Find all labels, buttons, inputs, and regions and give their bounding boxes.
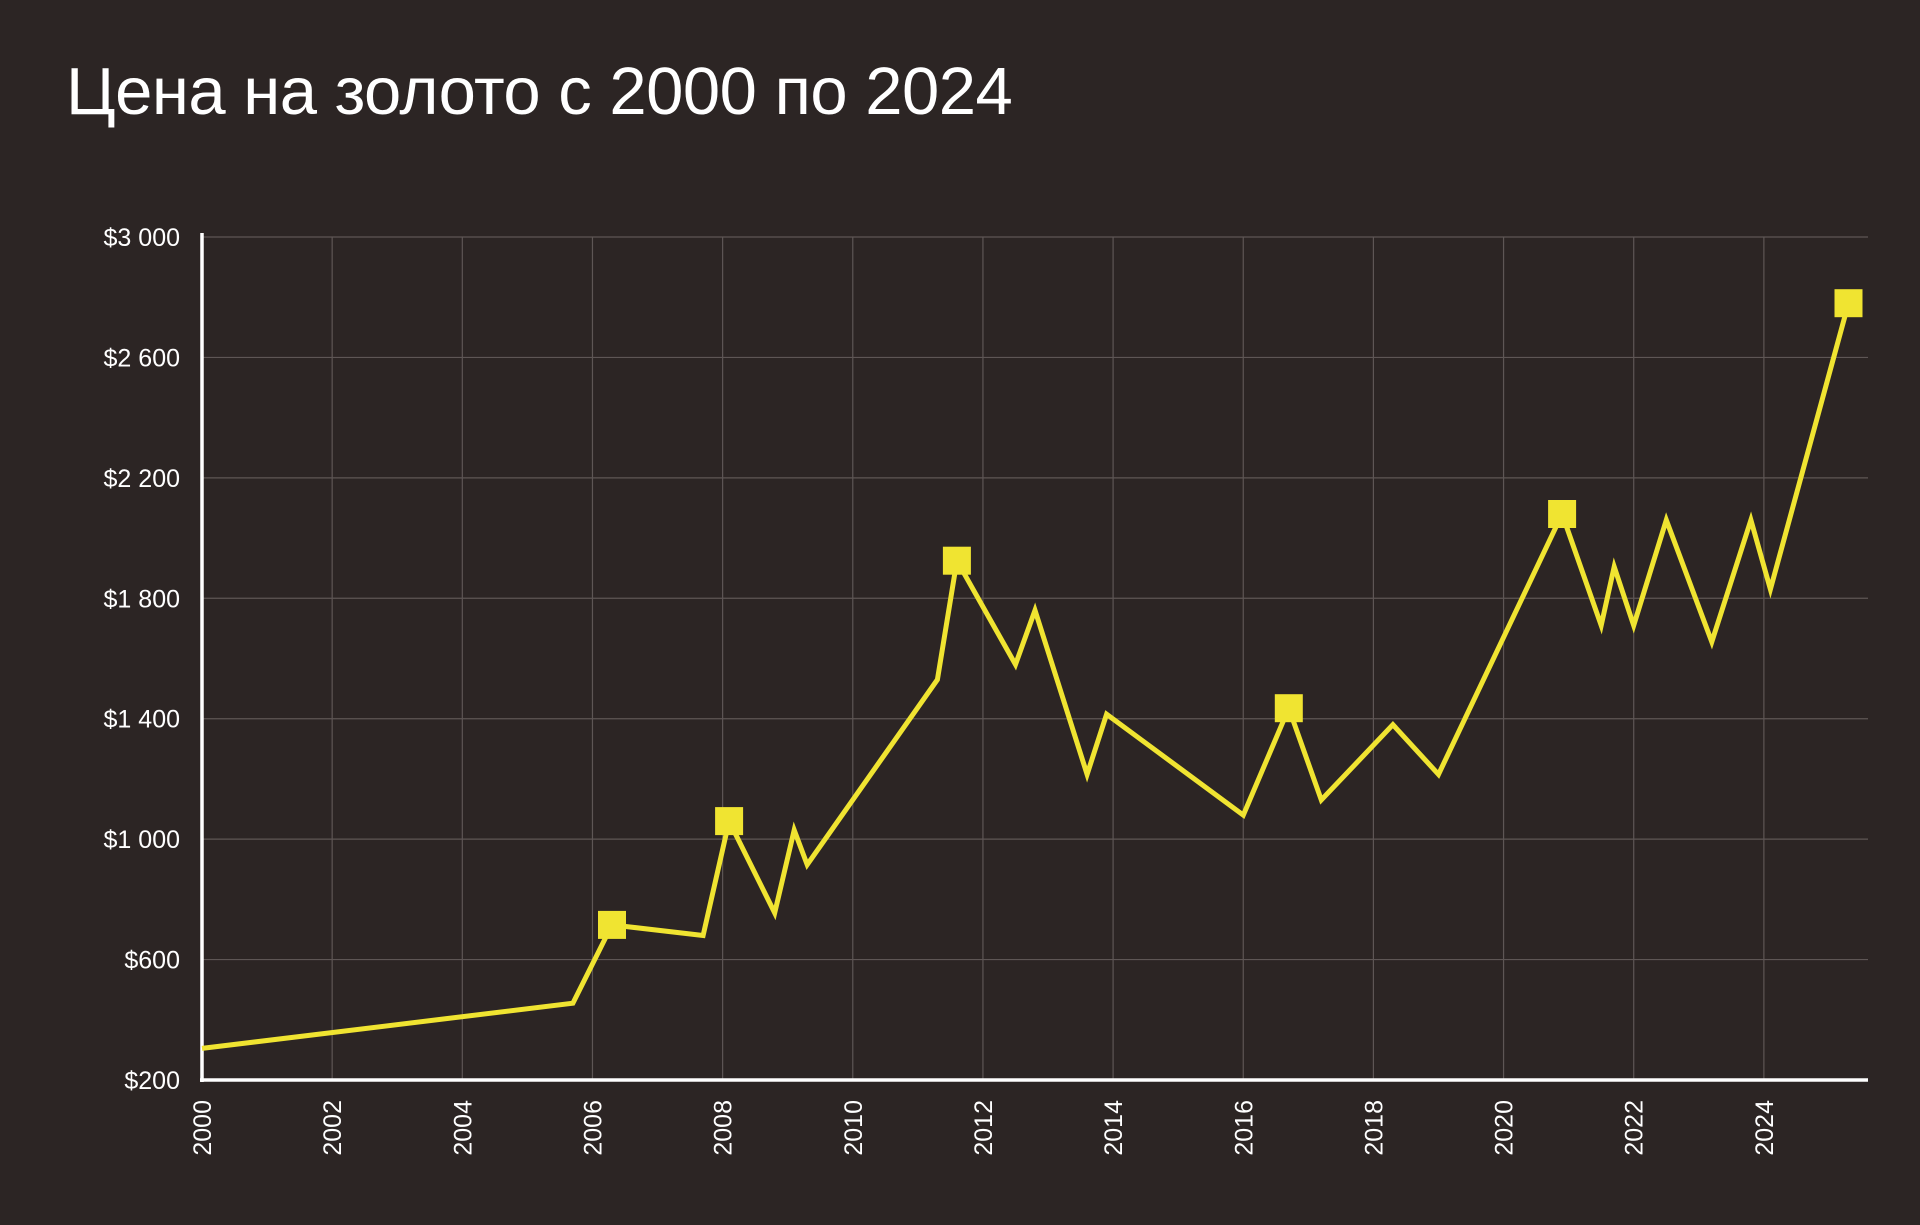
x-tick-label: 2010 bbox=[840, 1100, 868, 1156]
highlight-marker bbox=[1274, 694, 1303, 723]
x-tick-label: 2016 bbox=[1230, 1100, 1258, 1156]
y-tick-label: $2 600 bbox=[104, 344, 180, 372]
x-tick-label: 2024 bbox=[1751, 1100, 1779, 1156]
y-tick-label: $1 000 bbox=[104, 826, 180, 854]
x-tick-label: 2020 bbox=[1491, 1100, 1519, 1156]
series-layer bbox=[201, 302, 1851, 1051]
y-tick-label: $200 bbox=[124, 1067, 180, 1095]
x-tick-label: 2018 bbox=[1360, 1100, 1388, 1156]
highlight-marker bbox=[1834, 289, 1863, 318]
x-tick-label: 2004 bbox=[449, 1100, 477, 1156]
series-line bbox=[201, 302, 1851, 1051]
highlight-marker bbox=[598, 910, 626, 939]
y-tick-label: $600 bbox=[124, 947, 180, 975]
x-tick-label: 2000 bbox=[189, 1100, 217, 1156]
axes bbox=[200, 233, 1868, 1082]
x-tick-label: 2002 bbox=[319, 1100, 347, 1156]
chart-title: Цена на золото с 2000 по 2024 bbox=[66, 54, 1013, 129]
highlight-marker bbox=[715, 807, 744, 836]
tick-labels: $200 $600 $1 000 $1 400 $1 800 $2 200 $2 600 $3… bbox=[104, 224, 1779, 1156]
x-tick-label: 2008 bbox=[710, 1100, 738, 1156]
highlight-marker bbox=[942, 546, 971, 575]
highlight-marker bbox=[1548, 500, 1577, 528]
marker-layer bbox=[598, 289, 1863, 939]
y-tick-label: $3 000 bbox=[104, 224, 180, 252]
grid-lines bbox=[202, 236, 1868, 1080]
x-tick-label: 2006 bbox=[579, 1100, 607, 1156]
x-tick-label: 2022 bbox=[1621, 1100, 1649, 1156]
y-tick-label: $1 800 bbox=[104, 585, 180, 613]
y-tick-label: $2 200 bbox=[104, 465, 180, 493]
y-tick-label: $1 400 bbox=[104, 706, 180, 734]
x-tick-label: 2014 bbox=[1100, 1100, 1128, 1156]
x-tick-label: 2012 bbox=[970, 1100, 998, 1156]
